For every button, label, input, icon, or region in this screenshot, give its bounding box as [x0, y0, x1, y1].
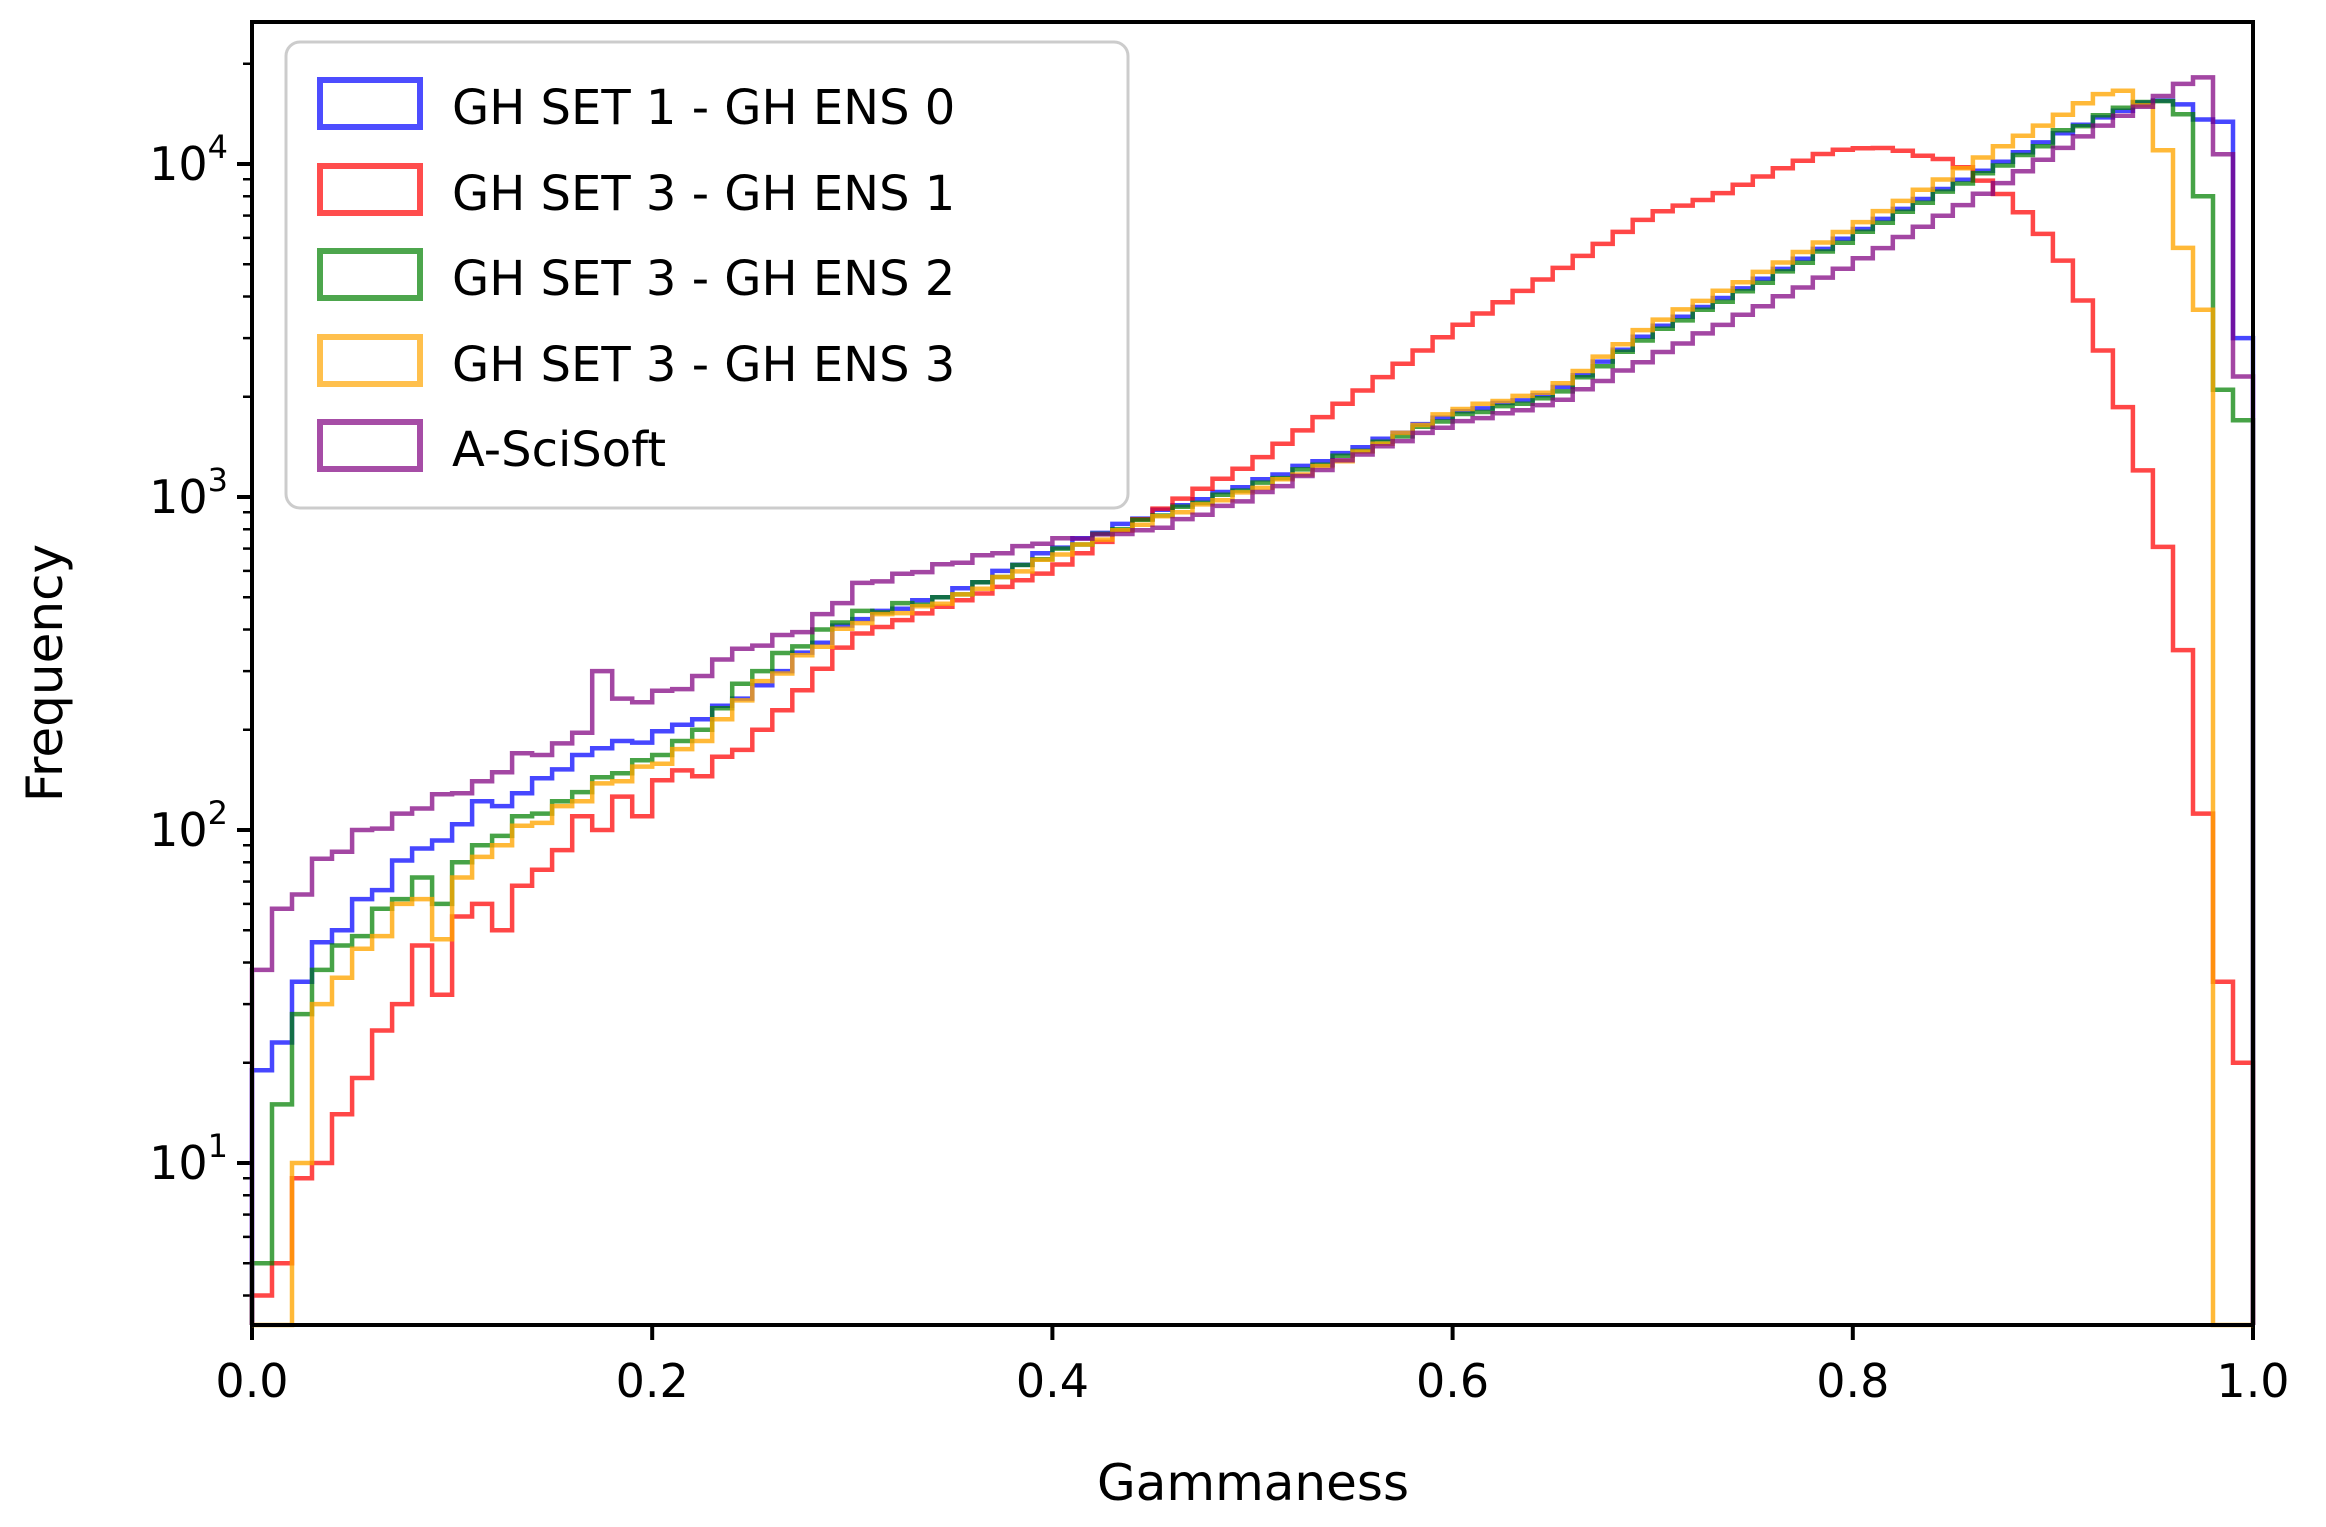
legend-swatch-a-scisoft — [317, 419, 423, 472]
legend-box: GH SET 1 - GH ENS 0 GH SET 3 - GH ENS 1 … — [284, 40, 1130, 510]
y-axis-ticks: 101 102 103 104 — [149, 62, 252, 1297]
series-line-gh-set-3-gh-ens-1 — [249, 145, 2256, 1325]
series-line-a-scisoft — [249, 75, 2256, 1325]
x-tick-label: 0.0 — [215, 1354, 288, 1408]
legend-label-gh-set3-ens1: GH SET 3 - GH ENS 1 — [452, 166, 955, 222]
y-axis-label: Frequency — [16, 544, 74, 802]
series-lines — [249, 75, 2256, 1328]
x-tick-label: 0.4 — [1016, 1354, 1089, 1408]
legend-label-gh-set1-ens0: GH SET 1 - GH ENS 0 — [452, 80, 955, 136]
legend-label-a-scisoft: A-SciSoft — [452, 422, 666, 478]
legend-swatch-gh-set3-ens3 — [317, 334, 423, 387]
plot-frame — [250, 20, 2255, 1327]
legend-swatch-gh-set1-ens0 — [317, 77, 423, 130]
x-tick-label: 1.0 — [2216, 1354, 2289, 1408]
y-tick-label: 102 — [149, 794, 228, 857]
x-tick-label: 0.2 — [616, 1354, 689, 1408]
x-axis-ticks: 0.0 0.2 0.4 0.6 0.8 1.0 — [215, 1325, 2290, 1408]
x-tick-label: 0.8 — [1816, 1354, 1889, 1408]
legend-label-gh-set3-ens2: GH SET 3 - GH ENS 2 — [452, 251, 955, 307]
y-tick-label: 101 — [149, 1127, 228, 1190]
x-tick-label: 0.6 — [1416, 1354, 1489, 1408]
legend-swatch-gh-set3-ens2 — [317, 248, 423, 301]
legend-frame — [284, 40, 1130, 510]
x-axis-label: Gammaness — [1097, 1454, 1409, 1512]
legend-label-gh-set3-ens3: GH SET 3 - GH ENS 3 — [452, 337, 955, 393]
y-tick-label: 104 — [149, 128, 228, 191]
y-tick-label: 103 — [149, 461, 228, 524]
legend-swatch-gh-set3-ens1 — [317, 163, 423, 216]
